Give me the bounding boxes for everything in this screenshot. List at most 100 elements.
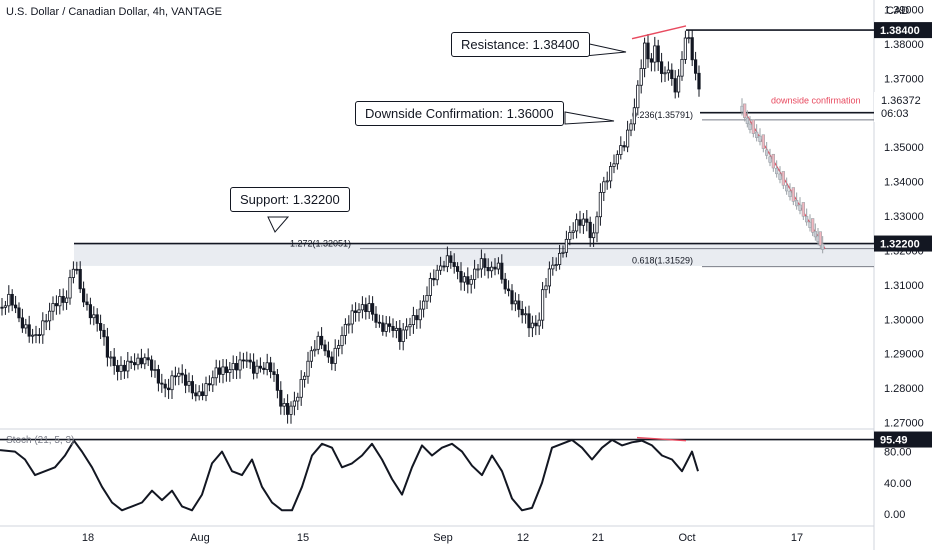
candle-body — [132, 362, 137, 366]
resistance-price-tag-bg — [874, 22, 932, 39]
candle-body — [568, 232, 572, 240]
candle-body — [663, 72, 667, 75]
candle-body — [156, 369, 160, 384]
price-tick-label: 1.34000 — [884, 177, 924, 189]
candle-body — [160, 382, 164, 385]
candle-body — [10, 293, 14, 306]
candle-body — [347, 323, 351, 326]
candle-body — [58, 296, 62, 307]
candle-body — [99, 323, 103, 331]
candle-body — [27, 324, 31, 337]
countdown-tag: 06:03 — [881, 108, 909, 120]
candle-body — [571, 230, 575, 233]
candle-body — [401, 329, 405, 342]
candle-body — [183, 374, 188, 386]
candle-body — [262, 367, 266, 370]
candle-body — [122, 364, 126, 372]
candle-body — [170, 375, 174, 391]
candle-body — [3, 305, 7, 308]
projection-candle — [743, 103, 747, 118]
candle-body — [296, 396, 300, 402]
candle-body — [534, 322, 538, 327]
candle-body — [44, 320, 48, 323]
downside-callout[interactable]: Downside Confirmation: 1.36000 — [355, 101, 564, 126]
stoch-value-tag: 95.49 — [880, 435, 908, 447]
candle-body — [370, 303, 375, 315]
fib-1272-label: 1.272(1.32051) — [290, 239, 351, 249]
candle-body — [302, 375, 307, 380]
projection-candle — [785, 185, 789, 192]
candle-body — [683, 37, 688, 60]
candle-body — [452, 262, 456, 267]
price-tick-label: 1.37000 — [884, 73, 924, 85]
candle-body — [217, 367, 222, 375]
candle-body — [513, 300, 518, 305]
support-callout[interactable]: Support: 1.32200 — [230, 187, 350, 212]
candle-body — [612, 163, 616, 167]
candle-body — [425, 295, 429, 302]
candle-body — [207, 383, 211, 386]
stoch-value-tag-bg — [874, 431, 932, 448]
candle-body — [251, 361, 256, 374]
projection-candle — [761, 134, 765, 149]
time-tick-label: 18 — [82, 532, 94, 544]
candle-body — [690, 37, 694, 61]
candle-body — [673, 78, 677, 93]
candle-body — [377, 321, 382, 324]
candle-body — [445, 255, 450, 268]
support-callout-pointer — [267, 216, 290, 233]
candle-body — [282, 403, 286, 407]
downside-confirmation-label: downside confirmation — [771, 96, 861, 106]
candle-body — [496, 262, 501, 270]
candle-body — [234, 363, 239, 371]
candle-body — [92, 314, 96, 319]
candle-body — [143, 357, 147, 365]
projection-candle — [791, 187, 795, 202]
projection-candle — [751, 119, 755, 134]
projection-candle — [765, 149, 769, 156]
candle-body — [632, 107, 637, 125]
candle-body — [265, 362, 269, 370]
candle-body — [71, 268, 75, 278]
candle-body — [85, 301, 89, 306]
candle-body — [187, 381, 191, 386]
candle-body — [119, 364, 123, 372]
candle-body — [629, 123, 633, 131]
candle-body — [61, 296, 65, 303]
candle-body — [285, 403, 290, 415]
candle-body — [561, 251, 565, 254]
resistance-callout[interactable]: Resistance: 1.38400 — [451, 32, 590, 57]
candle-body — [428, 278, 433, 296]
candle-body — [48, 310, 52, 322]
stoch-tick-label: 80.00 — [884, 447, 912, 459]
time-tick-label: 15 — [297, 532, 309, 544]
candle-body — [527, 313, 531, 329]
candle-body — [687, 37, 691, 40]
candle-body — [554, 264, 558, 266]
projection-candle — [808, 221, 812, 229]
candle-body — [374, 313, 378, 323]
candle-body — [82, 288, 86, 303]
candle-body — [177, 372, 181, 377]
candle-body — [309, 350, 314, 362]
price-tick-label: 1.30000 — [884, 314, 924, 326]
candle-body — [449, 255, 453, 263]
candle-body — [13, 304, 18, 309]
candle-body — [65, 297, 69, 303]
candle-body — [255, 365, 259, 374]
candle-body — [466, 276, 470, 285]
projection-candle — [768, 156, 772, 163]
candle-body — [500, 262, 504, 280]
candle-body — [626, 129, 630, 148]
candle-body — [653, 45, 657, 63]
candle-body — [166, 387, 171, 391]
candle-body — [670, 69, 674, 80]
candle-body — [455, 266, 460, 272]
candle-body — [472, 268, 477, 280]
candle-body — [190, 381, 194, 394]
candle-body — [238, 359, 242, 371]
candle-body — [421, 300, 426, 310]
candle-body — [694, 59, 698, 74]
candle-body — [367, 303, 371, 313]
candle-body — [493, 266, 497, 270]
